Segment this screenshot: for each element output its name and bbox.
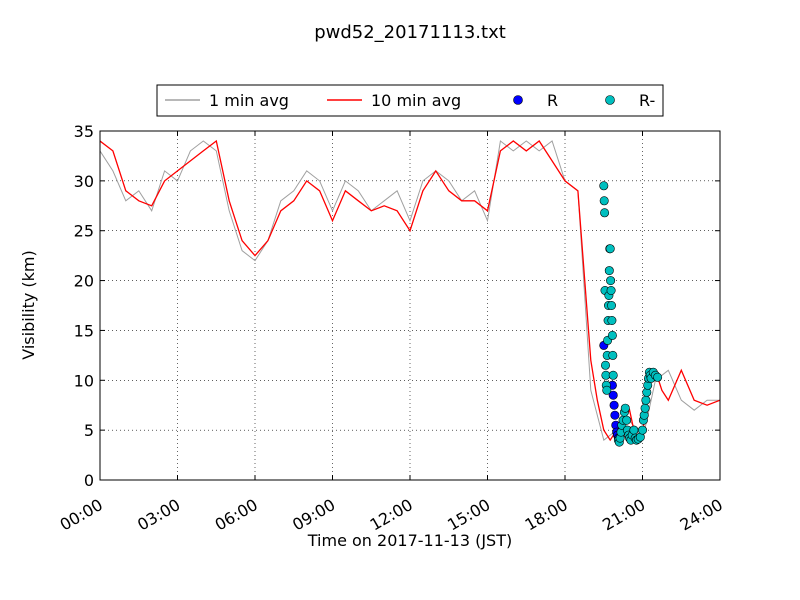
y-tick-label: 5 [84,421,94,440]
legend-label-10min: 10 min avg [371,91,461,110]
data-point [629,425,639,435]
legend-marker-r [513,95,523,105]
x-tick-label: 24:00 [677,495,726,535]
data-point [622,415,632,425]
chart-title: pwd52_20171113.txt [314,22,506,43]
plot-area [100,139,720,447]
data-point [608,390,618,400]
legend-label-r-minus: R- [639,91,655,110]
y-axis-label: Visibility (km) [19,250,38,359]
data-point [608,350,618,360]
y-tick-label: 25 [74,222,94,241]
data-point [609,400,619,410]
data-point [653,372,663,382]
x-tick-label: 15:00 [444,495,493,535]
y-tick-label: 15 [74,321,94,340]
data-point [599,181,609,191]
x-axis-ticks: 00:00 03:00 06:00 09:00 12:00 15:00 18:00 21:00… [57,131,726,535]
data-point [608,370,618,380]
data-point [600,360,610,370]
y-axis-ticks: 0 5 10 15 20 25 30 35 [74,122,720,490]
legend-box [156,84,664,117]
y-tick-label: 10 [74,371,94,390]
x-tick-label: 18:00 [522,495,571,535]
legend-label-r: R [547,91,558,110]
data-point [604,266,614,276]
x-tick-label: 12:00 [367,495,416,535]
data-point [620,403,630,413]
data-point [637,425,647,435]
data-point [606,285,616,295]
data-point [607,330,617,340]
x-tick-label: 21:00 [599,495,648,535]
x-tick-label: 03:00 [134,495,183,535]
x-tick-label: 06:00 [212,495,261,535]
data-point [610,410,620,420]
data-point [606,276,616,286]
legend-label-1min: 1 min avg [209,91,289,110]
y-tick-label: 30 [74,172,94,191]
legend: 1 min avg 10 min avg R R- [156,84,664,117]
legend-marker-r-minus [605,95,615,105]
data-point [606,300,616,310]
x-tick-label: 09:00 [289,495,338,535]
data-point [602,385,612,395]
series-points-r-minus [599,181,663,447]
data-point [600,208,610,218]
y-tick-label: 20 [74,272,94,291]
data-point [640,403,650,413]
y-tick-label: 0 [84,471,94,490]
x-axis-label: Time on 2017-11-13 (JST) [307,531,512,550]
y-tick-label: 35 [74,122,94,141]
x-tick-label: 00:00 [57,495,106,535]
data-point [605,244,615,254]
data-point [607,315,617,325]
data-point [599,196,609,206]
data-point [641,395,651,405]
